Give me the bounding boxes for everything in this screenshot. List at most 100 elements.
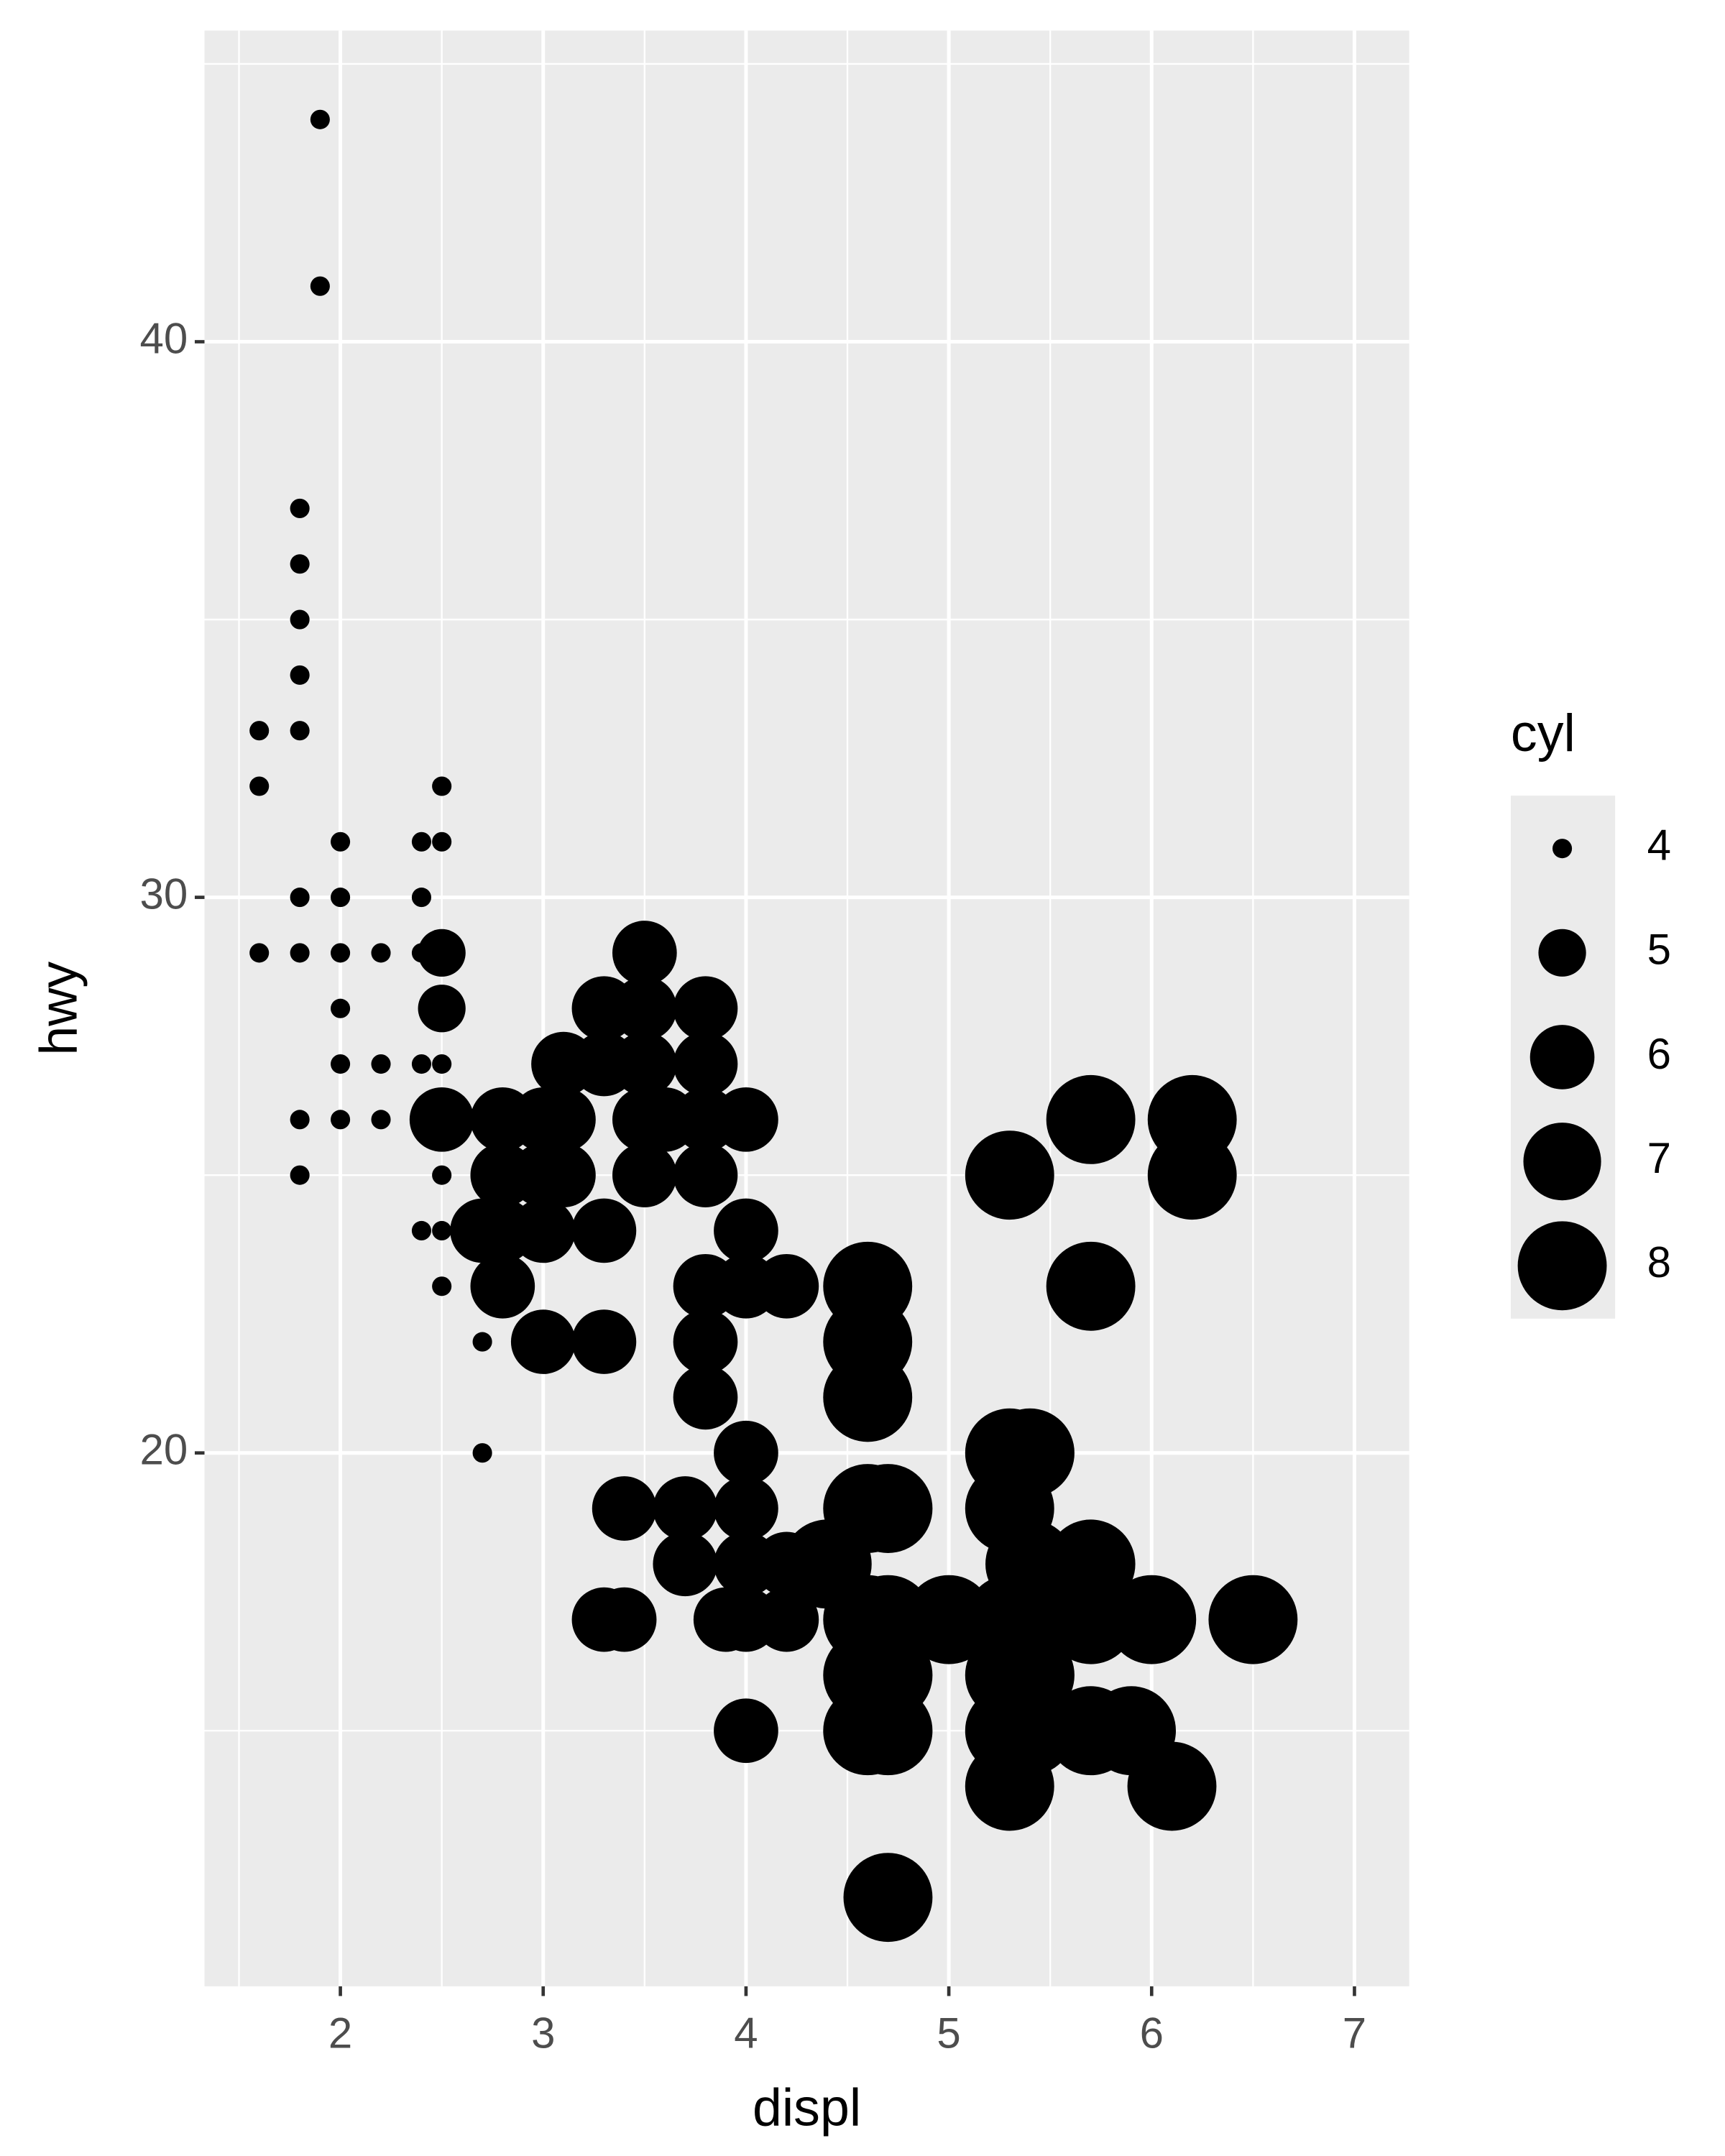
legend-symbol [1530, 1025, 1595, 1089]
point [470, 1253, 535, 1319]
point [432, 1276, 452, 1296]
point [418, 985, 466, 1033]
point [290, 943, 310, 963]
point [904, 1575, 994, 1664]
legend-symbol [1552, 839, 1573, 859]
x-tick-label: 7 [1343, 2009, 1366, 2057]
point [371, 1110, 391, 1130]
point [510, 1309, 576, 1374]
legend-label: 4 [1647, 821, 1671, 869]
point [331, 1054, 351, 1074]
point [331, 1110, 351, 1130]
point [290, 554, 310, 574]
point [290, 721, 310, 741]
point [371, 943, 391, 963]
point [754, 1253, 819, 1319]
point [1046, 1074, 1136, 1164]
point [612, 1031, 677, 1097]
point [843, 1853, 933, 1943]
point [673, 1309, 738, 1374]
point [432, 1054, 452, 1074]
legend-label: 6 [1647, 1030, 1671, 1078]
point [531, 1143, 596, 1207]
point [965, 1130, 1054, 1220]
point [411, 831, 431, 852]
point [472, 1443, 492, 1463]
point [673, 1031, 738, 1097]
legend-symbol [1523, 1123, 1601, 1201]
point [290, 1110, 310, 1130]
point [411, 1220, 431, 1241]
x-tick-label: 2 [328, 2009, 352, 2057]
point [985, 1408, 1075, 1498]
point [409, 1087, 474, 1152]
point [510, 1198, 576, 1263]
legend-label: 7 [1647, 1134, 1671, 1182]
legend-title: cyl [1511, 703, 1576, 763]
point [1046, 1241, 1136, 1331]
point [290, 498, 310, 518]
point [714, 1087, 778, 1152]
point [290, 665, 310, 685]
point [331, 943, 351, 963]
point [714, 1420, 778, 1485]
point [673, 1143, 738, 1207]
point [371, 1054, 391, 1074]
point [673, 976, 738, 1041]
point [531, 1087, 596, 1152]
point [1107, 1575, 1197, 1664]
panel [204, 30, 1409, 1986]
y-axis-title: hwy [29, 962, 88, 1056]
point [310, 276, 330, 296]
point [612, 976, 677, 1041]
y-tick-label: 20 [140, 1426, 188, 1474]
x-tick-label: 6 [1140, 2009, 1164, 2057]
point [249, 776, 270, 796]
point [290, 1165, 310, 1185]
point [754, 1587, 819, 1652]
point [331, 831, 351, 852]
point [714, 1198, 778, 1263]
point [432, 831, 452, 852]
point [411, 888, 431, 908]
point [290, 609, 310, 630]
y-tick-label: 30 [140, 870, 188, 918]
legend-label: 5 [1647, 926, 1671, 974]
point [1046, 1575, 1136, 1664]
point [331, 998, 351, 1018]
point [249, 943, 270, 963]
point [290, 888, 310, 908]
point [310, 109, 330, 129]
x-axis-title: displ [753, 2077, 861, 2137]
point [571, 1309, 637, 1374]
legend-symbol [1517, 1221, 1607, 1311]
point [249, 721, 270, 741]
point [432, 776, 452, 796]
point [472, 1332, 492, 1352]
point [985, 1686, 1075, 1776]
x-tick-label: 3 [531, 2009, 555, 2057]
point [612, 921, 677, 985]
legend-symbol [1538, 929, 1586, 977]
point [843, 1686, 933, 1776]
point [714, 1698, 778, 1764]
point [411, 1054, 431, 1074]
point [653, 1531, 718, 1597]
y-tick-label: 40 [140, 314, 188, 362]
legend-label: 8 [1647, 1238, 1671, 1286]
point [1208, 1575, 1298, 1664]
point [432, 1220, 452, 1241]
point [592, 1587, 657, 1652]
point [331, 888, 351, 908]
point [673, 1365, 738, 1430]
point [1147, 1130, 1237, 1220]
x-tick-label: 5 [937, 2009, 960, 2057]
point [432, 1165, 452, 1185]
point [843, 1464, 933, 1553]
point [592, 1476, 657, 1541]
point [612, 1143, 677, 1207]
x-tick-label: 4 [734, 2009, 758, 2057]
point [418, 929, 466, 977]
point [1127, 1741, 1217, 1831]
